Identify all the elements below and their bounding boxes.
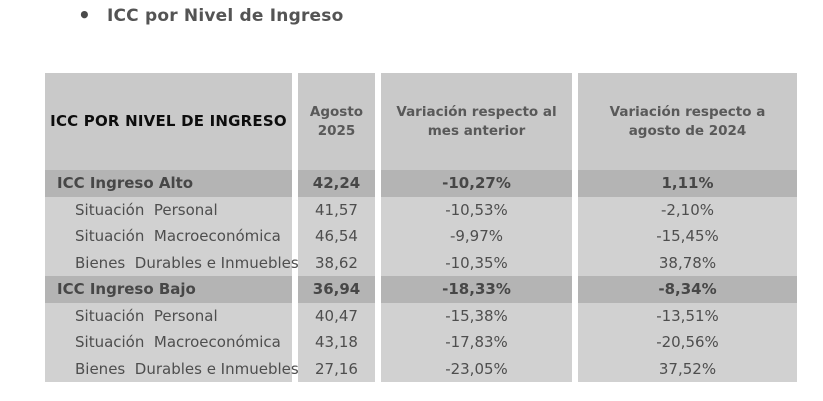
cell-agosto-2025: 40,47 bbox=[298, 302, 375, 329]
row-label: Situación Macroeconómica bbox=[45, 223, 292, 250]
cell-agosto-2025: 41,57 bbox=[298, 196, 375, 223]
cell-variacion-anual: -2,10% bbox=[578, 196, 797, 223]
row-label: Bienes Durables e Inmuebles bbox=[45, 355, 299, 382]
cell-variacion-mes: -17,83% bbox=[381, 329, 572, 356]
row-label: Situación Personal bbox=[45, 196, 292, 223]
cell-variacion-mes: -18,33% bbox=[381, 276, 572, 303]
document-title: • ICC por Nivel de Ingreso bbox=[78, 3, 344, 27]
header-line: Variación respecto a bbox=[609, 103, 766, 120]
cell-variacion-anual: 38,78% bbox=[578, 249, 797, 276]
row-label: ICC Ingreso Bajo bbox=[45, 276, 292, 303]
row-label: ICC Ingreso Alto bbox=[45, 170, 292, 197]
table-header-variacion-agosto-2024: Variación respecto a agosto de 2024 bbox=[578, 73, 797, 170]
cell-agosto-2025: 36,94 bbox=[298, 276, 375, 303]
header-line: Variación respecto al bbox=[396, 103, 557, 120]
cell-agosto-2025: 43,18 bbox=[298, 329, 375, 356]
row-label: Situación Macroeconómica bbox=[45, 329, 292, 356]
header-line: 2025 bbox=[317, 122, 356, 139]
cell-variacion-mes: -10,27% bbox=[381, 170, 572, 197]
icc-income-level-table: ICC POR NIVEL DE INGRESO Agosto 2025 Var… bbox=[45, 73, 797, 382]
page-title: ICC por Nivel de Ingreso bbox=[106, 6, 344, 26]
cell-variacion-mes: -15,38% bbox=[381, 302, 572, 329]
header-line: mes anterior bbox=[427, 122, 526, 139]
cell-agosto-2025: 46,54 bbox=[298, 223, 375, 250]
table-header-variacion-mes-anterior: Variación respecto al mes anterior bbox=[381, 73, 572, 170]
cell-variacion-anual: -15,45% bbox=[578, 223, 797, 250]
cell-variacion-mes: -10,35% bbox=[381, 249, 572, 276]
row-label: Bienes Durables e Inmuebles bbox=[45, 249, 299, 276]
row-label: Situación Personal bbox=[45, 302, 292, 329]
cell-agosto-2025: 42,24 bbox=[298, 170, 375, 197]
cell-variacion-mes: -10,53% bbox=[381, 196, 572, 223]
cell-variacion-anual: -8,34% bbox=[578, 276, 797, 303]
cell-variacion-anual: 37,52% bbox=[578, 355, 797, 382]
table-header-category: ICC POR NIVEL DE INGRESO bbox=[45, 73, 292, 170]
bullet-icon: • bbox=[78, 3, 91, 27]
header-line: ICC POR NIVEL DE INGRESO bbox=[50, 112, 287, 130]
cell-variacion-mes: -9,97% bbox=[381, 223, 572, 250]
cell-agosto-2025: 27,16 bbox=[298, 355, 375, 382]
cell-agosto-2025: 38,62 bbox=[298, 249, 375, 276]
cell-variacion-mes: -23,05% bbox=[381, 355, 572, 382]
table-header-agosto-2025: Agosto 2025 bbox=[298, 73, 375, 170]
cell-variacion-anual: -13,51% bbox=[578, 302, 797, 329]
header-line: agosto de 2024 bbox=[628, 122, 747, 139]
cell-variacion-anual: -20,56% bbox=[578, 329, 797, 356]
header-line: Agosto bbox=[309, 103, 364, 120]
cell-variacion-anual: 1,11% bbox=[578, 170, 797, 197]
